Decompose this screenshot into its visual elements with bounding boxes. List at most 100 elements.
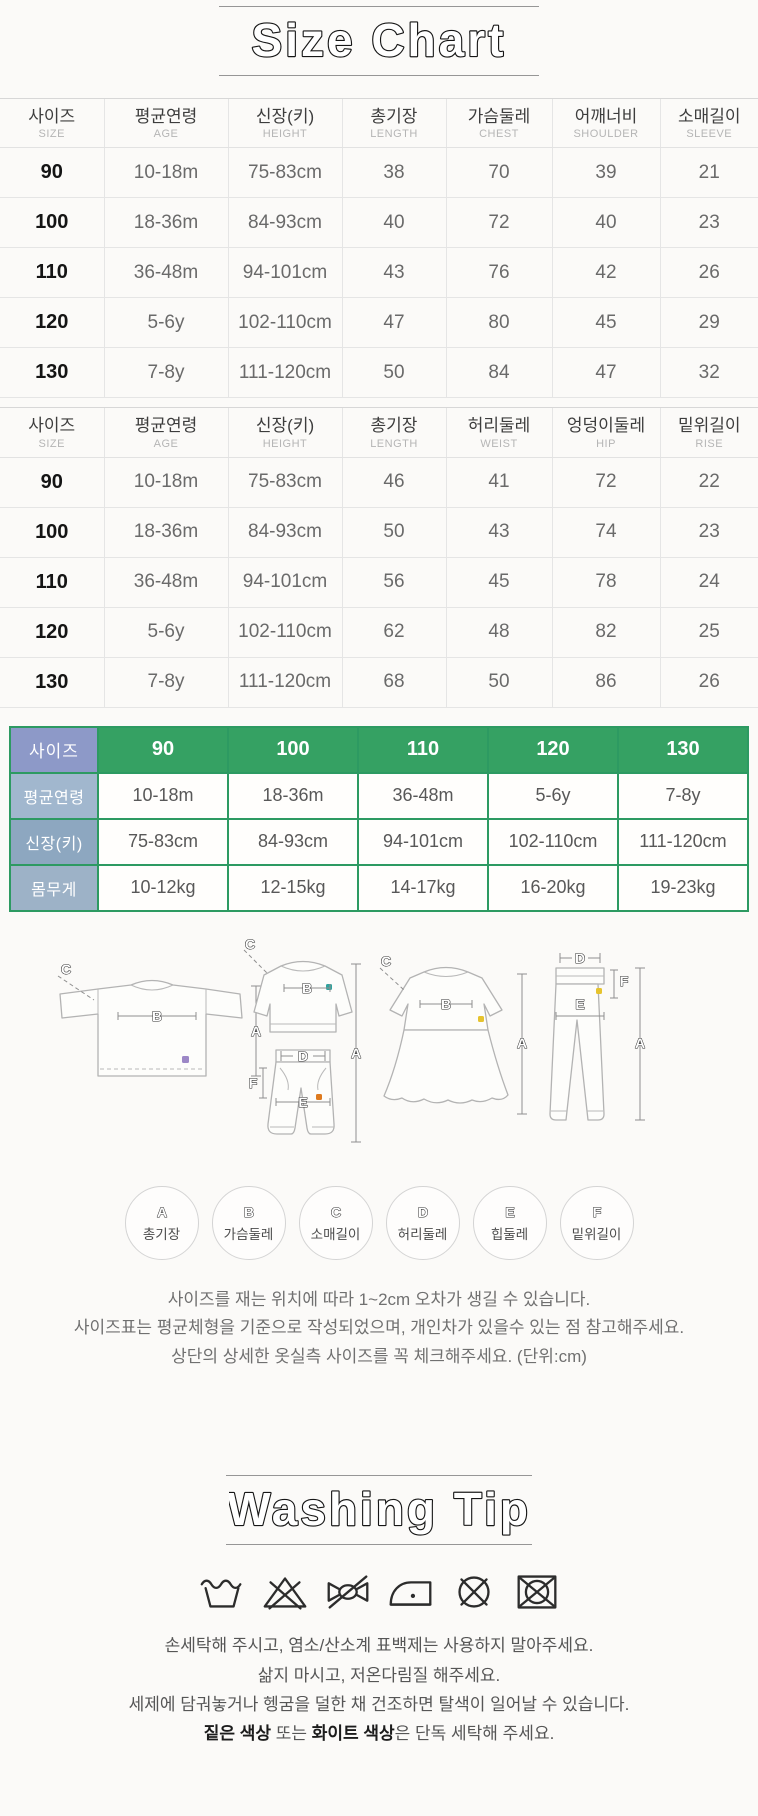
value-cell: 7-8y	[618, 773, 748, 819]
size-cell: 110	[0, 557, 104, 607]
washing-tip-title: Washing Tip	[229, 1481, 529, 1539]
value-cell: 111-120cm	[618, 819, 748, 865]
measure-letter-a: A	[517, 1035, 527, 1051]
legend-item-b: B 가슴둘레	[212, 1186, 286, 1260]
value-cell: 102-110cm	[228, 298, 342, 348]
column-en: AGE	[105, 438, 228, 450]
summary-size-table: 사이즈 90 100 110 120 130 평균연령 10-18m 18-36…	[9, 726, 749, 912]
measure-letter-e: E	[575, 996, 584, 1012]
legend-label: 총기장	[143, 1223, 180, 1243]
value-cell: 10-18m	[104, 148, 228, 198]
legend-letter-a-icon: A	[151, 1202, 173, 1222]
value-cell: 18-36m	[228, 773, 358, 819]
column-en: HEIGHT	[229, 438, 342, 450]
size-note-line: 사이즈표는 평균체형을 기준으로 작성되었으며, 개인차가 있을수 있는 점 참…	[0, 1314, 758, 1343]
size-notes: 사이즈를 재는 위치에 따라 1~2cm 오차가 생길 수 있습니다. 사이즈표…	[0, 1286, 758, 1372]
washing-note-line: 삶지 마시고, 저온다림질 해주세요.	[0, 1661, 758, 1690]
value-cell: 22	[660, 457, 758, 507]
column-en: AGE	[105, 128, 228, 140]
dress-embroidery-dot	[478, 1016, 484, 1022]
summary-age-row: 평균연령 10-18m 18-36m 36-48m 5-6y 7-8y	[10, 773, 748, 819]
measure-letter-d: D	[575, 950, 585, 966]
measure-letter-b: B	[441, 996, 451, 1012]
size-chart-title: Size Chart	[226, 12, 532, 70]
measure-letter-f: F	[620, 973, 629, 989]
measure-letter-c: C	[61, 961, 71, 977]
value-cell: 94-101cm	[228, 248, 342, 298]
value-cell: 78	[552, 557, 660, 607]
legend-item-f: F 밑위길이	[560, 1186, 634, 1260]
column-en: WEIST	[447, 438, 552, 450]
size-cell: 100	[0, 198, 104, 248]
column-ko: 신장(키)	[229, 107, 342, 127]
value-cell: 43	[446, 507, 552, 557]
measure-letter-a: A	[351, 1045, 361, 1061]
dress-sketch: C B A	[380, 953, 527, 1114]
tee-sketch: C B A	[58, 961, 261, 1076]
washing-note-line: 짙은 색상 또는 화이트 색상은 단독 세탁해 주세요.	[0, 1719, 758, 1748]
value-cell: 50	[342, 507, 446, 557]
value-cell: 23	[660, 507, 758, 557]
size-cell: 130	[0, 657, 104, 707]
summary-height-row: 신장(키) 75-83cm 84-93cm 94-101cm 102-110cm…	[10, 819, 748, 865]
measure-letter-a: A	[635, 1035, 645, 1051]
value-cell: 102-110cm	[228, 607, 342, 657]
row-label: 평균연령	[10, 773, 98, 819]
column-ko: 사이즈	[0, 416, 104, 436]
legend-letter-c-icon: C	[325, 1202, 347, 1222]
value-cell: 48	[446, 607, 552, 657]
value-cell: 10-18m	[98, 773, 228, 819]
measure-letter-f: F	[249, 1075, 258, 1091]
column-en: CHEST	[447, 128, 552, 140]
value-cell: 36-48m	[104, 557, 228, 607]
column-ko: 평균연령	[105, 107, 228, 127]
value-cell: 102-110cm	[488, 819, 618, 865]
value-cell: 40	[552, 198, 660, 248]
column-en: SHOULDER	[553, 128, 660, 140]
value-cell: 50	[446, 657, 552, 707]
value-cell: 45	[446, 557, 552, 607]
legend-item-e: E 힙둘레	[473, 1186, 547, 1260]
value-cell: 16-20kg	[488, 865, 618, 911]
row-label: 신장(키)	[10, 819, 98, 865]
legend-label: 가슴둘레	[224, 1223, 274, 1243]
column-header-height: 신장(키)HEIGHT	[228, 99, 342, 148]
column-header-waist: 허리둘레 WEIST	[446, 408, 552, 457]
column-ko: 평균연령	[105, 416, 228, 436]
column-ko: 총기장	[343, 107, 446, 127]
value-cell: 84	[446, 348, 552, 398]
value-cell: 7-8y	[104, 348, 228, 398]
column-en: HEIGHT	[229, 128, 342, 140]
svg-text:F: F	[592, 1204, 601, 1220]
svg-text:E: E	[505, 1204, 514, 1220]
column-header-age: 평균연령 AGE	[104, 408, 228, 457]
garment-diagram: C B A C B D F E A C B	[0, 928, 758, 1178]
sweat-set-sketch: C B D F E A	[244, 936, 361, 1142]
size-cell: 100	[228, 727, 358, 773]
value-cell: 111-120cm	[228, 657, 342, 707]
value-cell: 10-12kg	[98, 865, 228, 911]
column-ko: 엉덩이둘레	[553, 416, 660, 436]
column-ko: 허리둘레	[447, 416, 552, 436]
size-cell: 130	[618, 727, 748, 773]
value-cell: 18-36m	[104, 507, 228, 557]
white-color-emphasis: 화이트 색상	[312, 1724, 395, 1743]
size-cell: 90	[0, 457, 104, 507]
value-cell: 82	[552, 607, 660, 657]
legend-letter-b-icon: B	[238, 1202, 260, 1222]
svg-text:B: B	[243, 1204, 253, 1220]
value-cell: 45	[552, 298, 660, 348]
row-label: 몸무게	[10, 865, 98, 911]
value-cell: 24	[660, 557, 758, 607]
summary-header-row: 사이즈 90 100 110 120 130	[10, 727, 748, 773]
